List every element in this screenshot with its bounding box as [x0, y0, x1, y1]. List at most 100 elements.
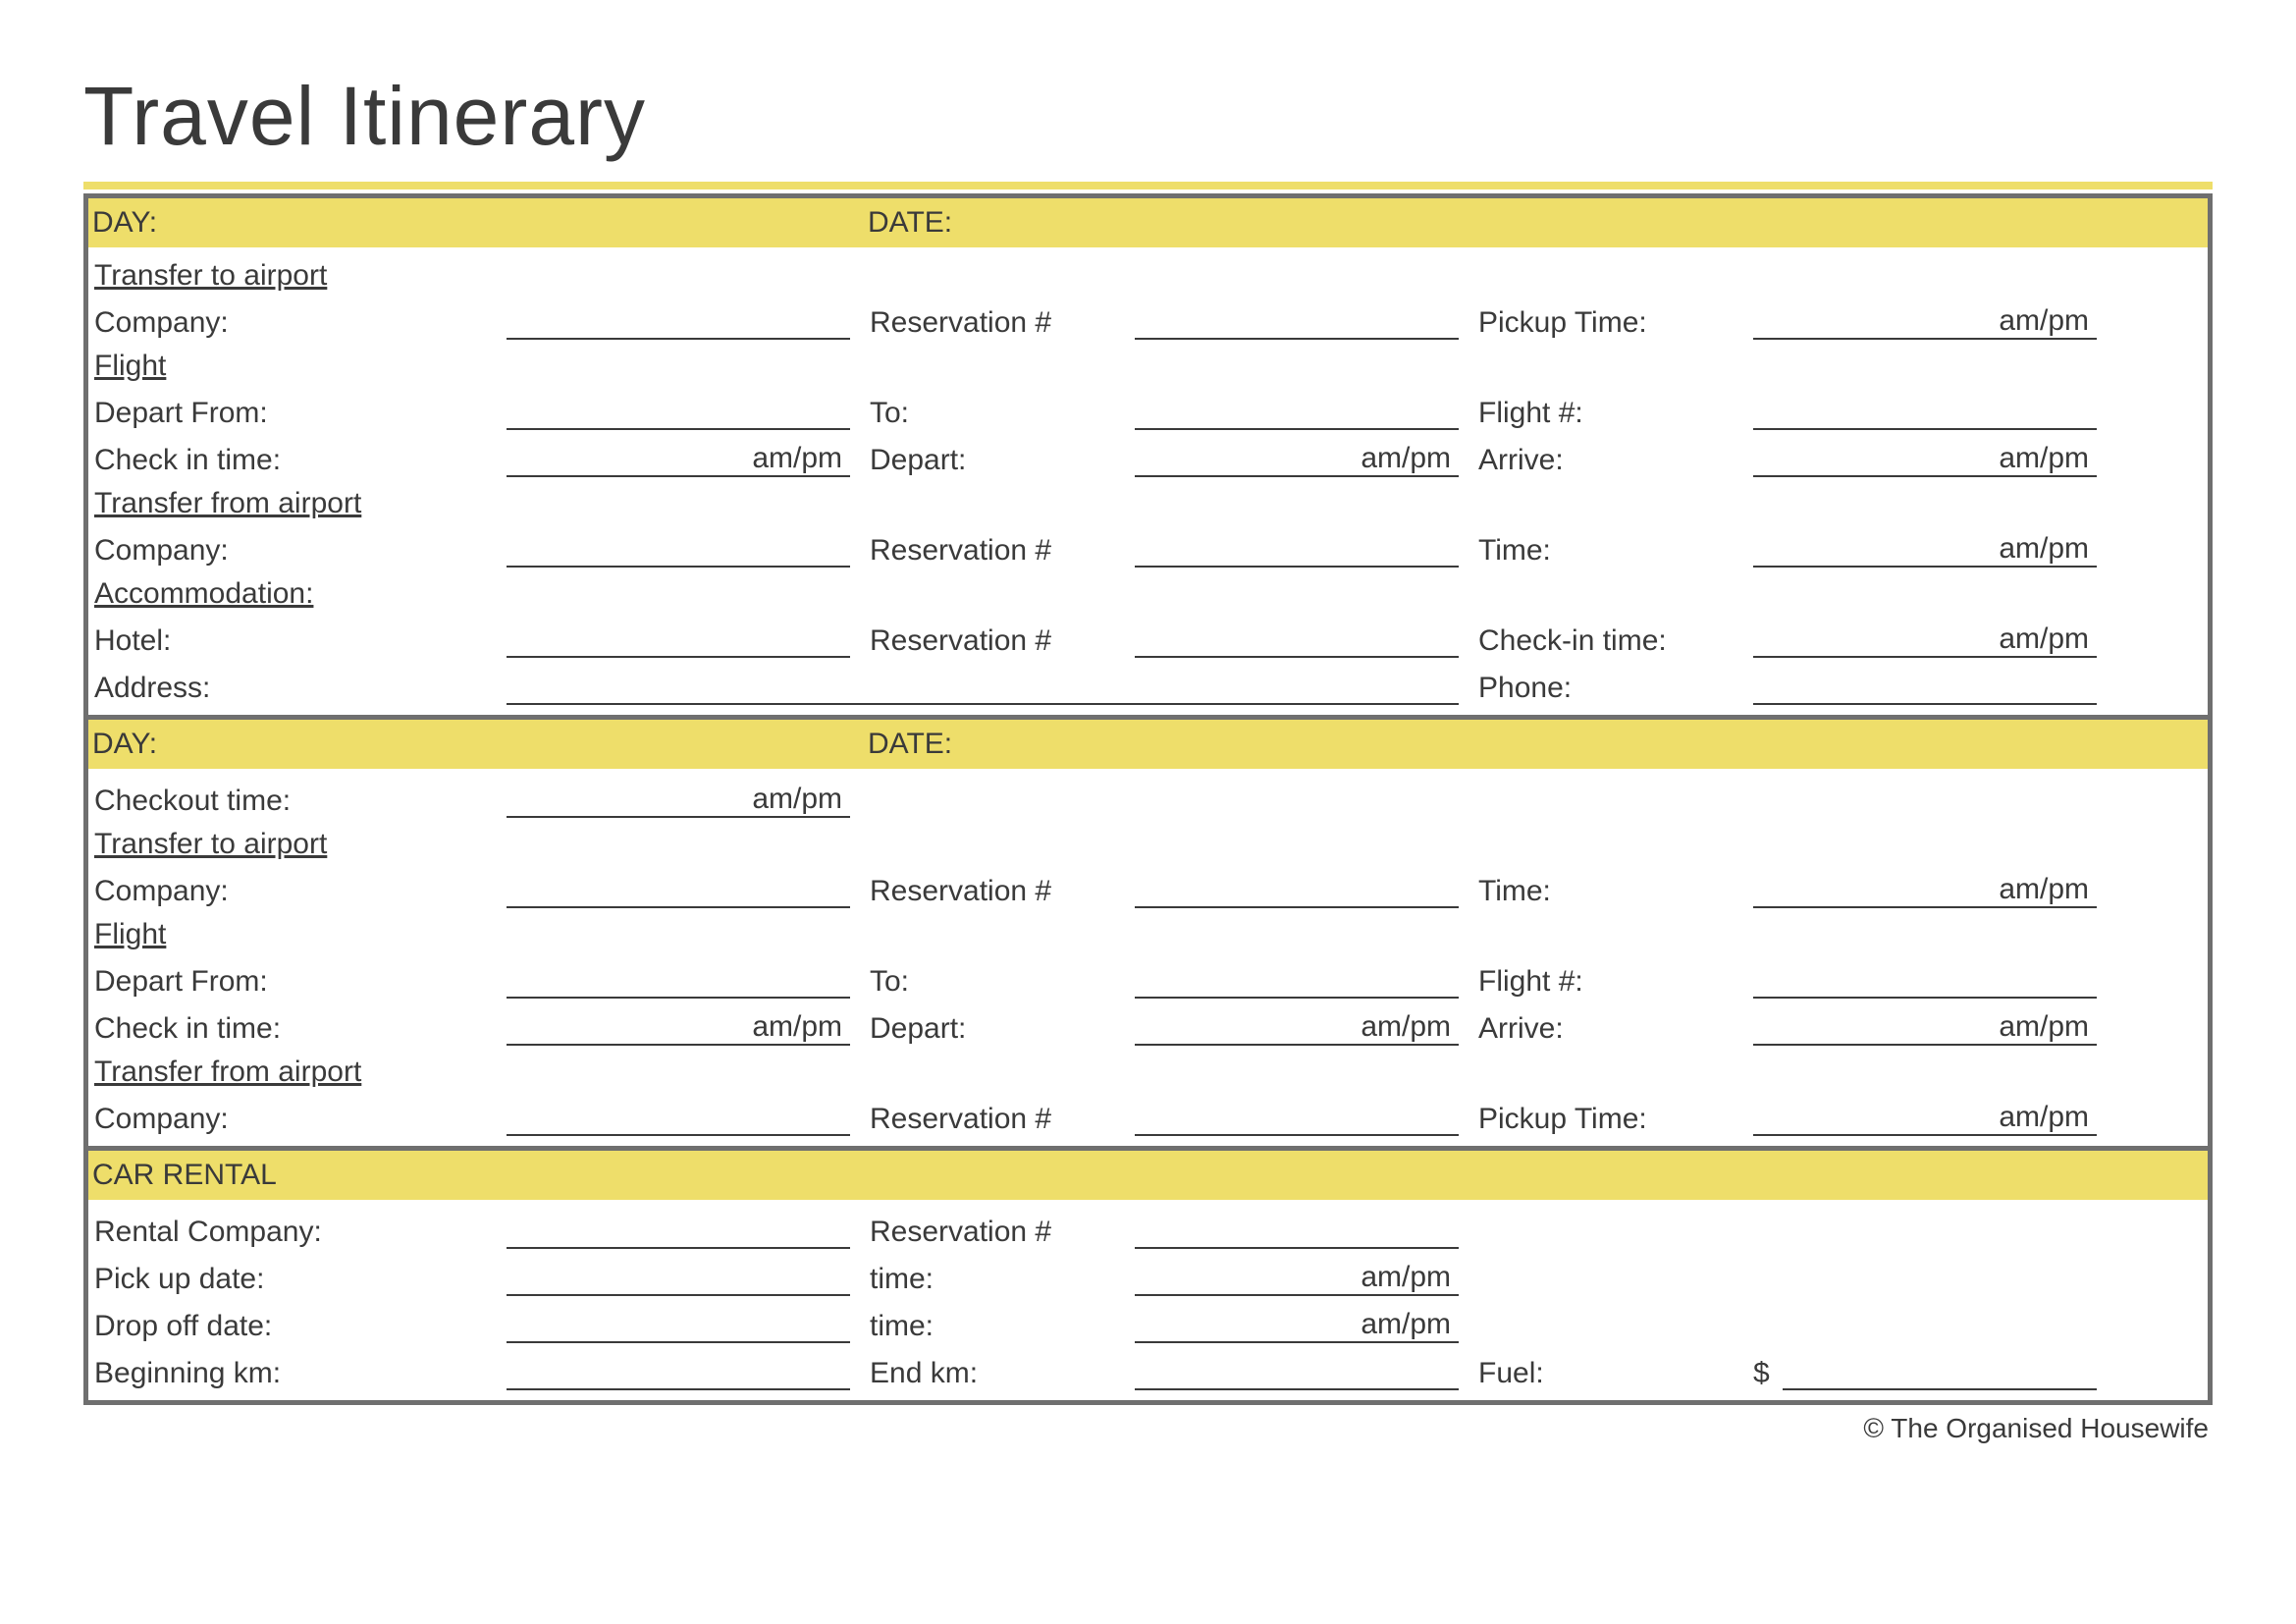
ampm-suffix: am/pm — [1999, 442, 2089, 475]
car-rental-section: Rental Company: Reservation # Pick up da… — [88, 1200, 2208, 1400]
ampm-suffix: am/pm — [752, 442, 842, 475]
arrive-blank[interactable]: am/pm — [1753, 1006, 2097, 1046]
checkin-label: Check in time: — [94, 444, 507, 477]
depart-blank[interactable]: am/pm — [1135, 1006, 1459, 1046]
phone-label: Phone: — [1478, 672, 1753, 705]
pickup-date-blank[interactable] — [507, 1257, 850, 1296]
company-blank[interactable] — [507, 528, 850, 568]
row-car-2: Pick up date: time: am/pm — [94, 1249, 2202, 1296]
flight-no-label: Flight #: — [1478, 965, 1753, 999]
rental-company-blank[interactable] — [507, 1210, 850, 1249]
itinerary-frame: DAY: DATE: Transfer to airport Company: … — [83, 193, 2213, 1405]
ampm-suffix: am/pm — [1361, 1308, 1451, 1341]
to-label: To: — [870, 965, 1135, 999]
company-blank[interactable] — [507, 300, 850, 340]
row-car-1: Rental Company: Reservation # — [94, 1202, 2202, 1249]
reservation-blank[interactable] — [1135, 619, 1459, 658]
end-km-blank[interactable] — [1135, 1351, 1459, 1390]
date-label: DATE: — [868, 206, 2208, 240]
day2-section: Checkout time: am/pm Transfer to airport… — [88, 769, 2208, 1146]
company-label: Company: — [94, 1103, 507, 1136]
ampm-suffix: am/pm — [1361, 1010, 1451, 1044]
checkout-blank[interactable]: am/pm — [507, 779, 850, 818]
row-accom-1: Hotel: Reservation # Check-in time: am/p… — [94, 611, 2202, 658]
row-transfer-from: Company: Reservation # Pickup Time: am/p… — [94, 1089, 2202, 1136]
company-label: Company: — [94, 534, 507, 568]
address-blank[interactable] — [507, 666, 1459, 705]
rental-company-label: Rental Company: — [94, 1216, 507, 1249]
day1-banner: DAY: DATE: — [88, 198, 2208, 247]
time-blank[interactable]: am/pm — [1753, 869, 2097, 908]
time-label: time: — [870, 1263, 1135, 1296]
fuel-blank[interactable] — [1783, 1351, 2097, 1390]
checkin-label: Check in time: — [94, 1012, 507, 1046]
reservation-blank[interactable] — [1135, 1210, 1459, 1249]
checkout-label: Checkout time: — [94, 785, 507, 818]
reservation-blank[interactable] — [1135, 300, 1459, 340]
dropoff-date-blank[interactable] — [507, 1304, 850, 1343]
checkin-label: Check-in time: — [1478, 624, 1753, 658]
day1-section: Transfer to airport Company: Reservation… — [88, 247, 2208, 715]
row-flight-2: Check in time: am/pm Depart: am/pm Arriv… — [94, 999, 2202, 1046]
depart-label: Depart: — [870, 1012, 1135, 1046]
dollar-prefix: $ — [1753, 1357, 1783, 1390]
row-flight-2: Check in time: am/pm Depart: am/pm Arriv… — [94, 430, 2202, 477]
flight-no-blank[interactable] — [1753, 959, 2097, 999]
depart-label: Depart: — [870, 444, 1135, 477]
company-blank[interactable] — [507, 1097, 850, 1136]
accommodation-heading: Accommodation: — [94, 577, 2202, 611]
depart-from-label: Depart From: — [94, 965, 507, 999]
row-car-4: Beginning km: End km: Fuel: $ — [94, 1343, 2202, 1390]
pickup-time-label: Pickup Time: — [1478, 1103, 1753, 1136]
phone-blank[interactable] — [1753, 666, 2097, 705]
depart-from-blank[interactable] — [507, 959, 850, 999]
footer-credit: © The Organised Housewife — [83, 1413, 2213, 1444]
row-transfer-to: Company: Reservation # Pickup Time: am/p… — [94, 293, 2202, 340]
car-rental-banner: CAR RENTAL — [88, 1151, 2208, 1200]
reservation-label: Reservation # — [870, 306, 1135, 340]
time-blank[interactable]: am/pm — [1135, 1257, 1459, 1296]
transfer-from-heading: Transfer from airport — [94, 1056, 2202, 1089]
checkin-blank[interactable]: am/pm — [507, 1006, 850, 1046]
company-blank[interactable] — [507, 869, 850, 908]
depart-blank[interactable]: am/pm — [1135, 438, 1459, 477]
flight-no-blank[interactable] — [1753, 391, 2097, 430]
checkin-blank[interactable]: am/pm — [507, 438, 850, 477]
time-blank[interactable]: am/pm — [1135, 1304, 1459, 1343]
to-blank[interactable] — [1135, 391, 1459, 430]
ampm-suffix: am/pm — [1999, 304, 2089, 338]
reservation-blank[interactable] — [1135, 869, 1459, 908]
pickup-time-blank[interactable]: am/pm — [1753, 1097, 2097, 1136]
transfer-from-heading: Transfer from airport — [94, 487, 2202, 520]
transfer-to-heading: Transfer to airport — [94, 259, 2202, 293]
car-rental-label: CAR RENTAL — [92, 1159, 277, 1192]
end-km-label: End km: — [870, 1357, 1135, 1390]
checkin-blank[interactable]: am/pm — [1753, 619, 2097, 658]
hotel-blank[interactable] — [507, 619, 850, 658]
page-title: Travel Itinerary — [83, 69, 2213, 164]
arrive-blank[interactable]: am/pm — [1753, 438, 2097, 477]
beginning-km-blank[interactable] — [507, 1351, 850, 1390]
row-flight-1: Depart From: To: Flight #: — [94, 383, 2202, 430]
time-label: Time: — [1478, 534, 1753, 568]
reservation-label: Reservation # — [870, 875, 1135, 908]
flight-heading: Flight — [94, 918, 2202, 951]
hotel-label: Hotel: — [94, 624, 507, 658]
depart-from-label: Depart From: — [94, 397, 507, 430]
reservation-label: Reservation # — [870, 534, 1135, 568]
time-label: time: — [870, 1310, 1135, 1343]
ampm-suffix: am/pm — [1999, 1101, 2089, 1134]
reservation-blank[interactable] — [1135, 1097, 1459, 1136]
beginning-km-label: Beginning km: — [94, 1357, 507, 1390]
time-blank[interactable]: am/pm — [1753, 528, 2097, 568]
reservation-blank[interactable] — [1135, 528, 1459, 568]
depart-from-blank[interactable] — [507, 391, 850, 430]
transfer-to-heading: Transfer to airport — [94, 828, 2202, 861]
row-checkout: Checkout time: am/pm — [94, 771, 2202, 818]
to-blank[interactable] — [1135, 959, 1459, 999]
day-label: DAY: — [92, 728, 868, 761]
pickup-time-blank[interactable]: am/pm — [1753, 300, 2097, 340]
ampm-suffix: am/pm — [1999, 623, 2089, 656]
row-flight-1: Depart From: To: Flight #: — [94, 951, 2202, 999]
row-car-3: Drop off date: time: am/pm — [94, 1296, 2202, 1343]
